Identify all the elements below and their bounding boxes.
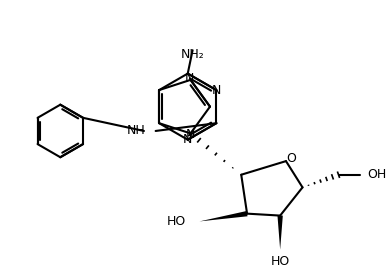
Text: N: N xyxy=(183,133,192,146)
Text: N: N xyxy=(212,84,221,97)
Text: HO: HO xyxy=(166,215,186,228)
Text: O: O xyxy=(286,152,296,165)
Polygon shape xyxy=(277,215,283,250)
Text: HO: HO xyxy=(270,255,290,268)
Polygon shape xyxy=(199,211,248,221)
Text: NH₂: NH₂ xyxy=(181,48,204,60)
Text: N: N xyxy=(185,72,194,85)
Text: OH: OH xyxy=(368,168,387,181)
Text: NH: NH xyxy=(127,124,146,137)
Text: N: N xyxy=(186,128,195,141)
